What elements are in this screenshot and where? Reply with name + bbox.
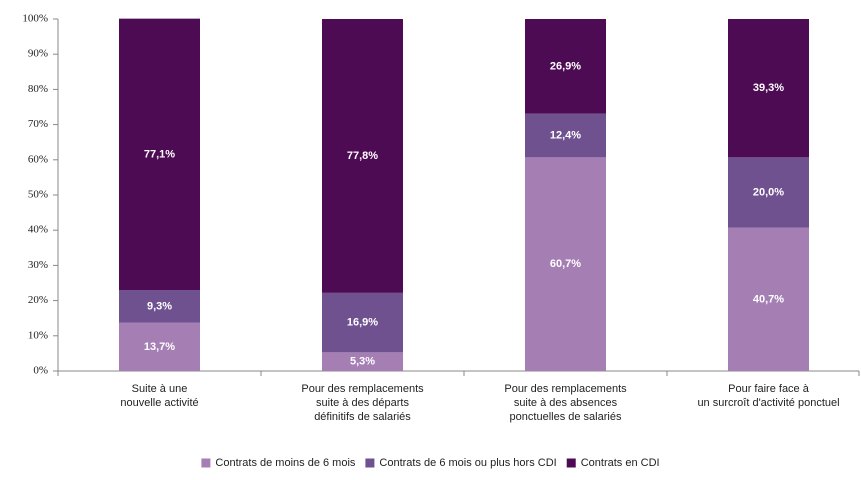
bar-segment <box>525 157 606 371</box>
x-tick-label: un surcroît d'activité ponctuel <box>697 397 839 409</box>
bar-segment <box>525 19 606 114</box>
legend-label: Contrats de 6 mois ou plus hors CDI <box>379 457 556 469</box>
data-label: 40,7% <box>753 293 784 305</box>
data-label: 9,3% <box>147 300 172 312</box>
x-tick-label: Pour des remplacements <box>504 383 627 395</box>
y-tick-label: 30% <box>28 259 48 271</box>
legend-swatch <box>365 458 375 468</box>
bar-segment <box>322 352 403 371</box>
data-label: 20,0% <box>753 186 784 198</box>
x-tick-label: Pour faire face à <box>728 383 810 395</box>
y-tick-label: 20% <box>28 294 48 306</box>
x-tick-label: Pour des remplacements <box>301 383 424 395</box>
legend-swatch <box>201 458 211 468</box>
y-tick-label: 80% <box>28 83 48 95</box>
x-tick-label: suite à des départs <box>316 397 409 409</box>
bar-segment <box>525 113 606 158</box>
bar-segment <box>119 290 200 323</box>
data-label: 12,4% <box>550 129 581 141</box>
x-tick-label: Suite à une <box>132 383 188 395</box>
data-label: 16,9% <box>347 317 378 329</box>
y-tick-label: 10% <box>28 329 48 341</box>
x-tick-label: nouvelle activité <box>120 397 198 409</box>
y-tick-label: 100% <box>22 13 48 25</box>
bar-segment <box>322 292 403 353</box>
bar-segment <box>728 157 809 228</box>
y-tick-label: 40% <box>28 224 48 236</box>
y-tick-label: 60% <box>28 153 48 165</box>
x-tick-label: suite à des absences <box>514 397 618 409</box>
bar-segment <box>119 322 200 371</box>
legend-label: Contrats en CDI <box>581 457 660 469</box>
bar-segment <box>728 19 809 158</box>
data-label: 77,1% <box>144 148 175 160</box>
data-label: 26,9% <box>550 60 581 72</box>
y-tick-label: 0% <box>33 365 48 377</box>
y-tick-label: 50% <box>28 189 48 201</box>
bar-segment <box>728 227 809 371</box>
data-label: 39,3% <box>753 82 784 94</box>
data-label: 60,7% <box>550 258 581 270</box>
x-tick-label: ponctuelles de salariés <box>510 411 622 423</box>
bar-segment <box>119 18 200 291</box>
bar-segment <box>322 19 403 293</box>
legend-swatch <box>566 458 576 468</box>
data-label: 5,3% <box>350 356 375 368</box>
data-label: 77,8% <box>347 150 378 162</box>
x-tick-label: définitifs de salariés <box>314 411 411 423</box>
data-label: 13,7% <box>144 341 175 353</box>
y-tick-label: 90% <box>28 48 48 60</box>
y-tick-label: 70% <box>28 118 48 130</box>
legend-label: Contrats de moins de 6 mois <box>215 457 356 469</box>
